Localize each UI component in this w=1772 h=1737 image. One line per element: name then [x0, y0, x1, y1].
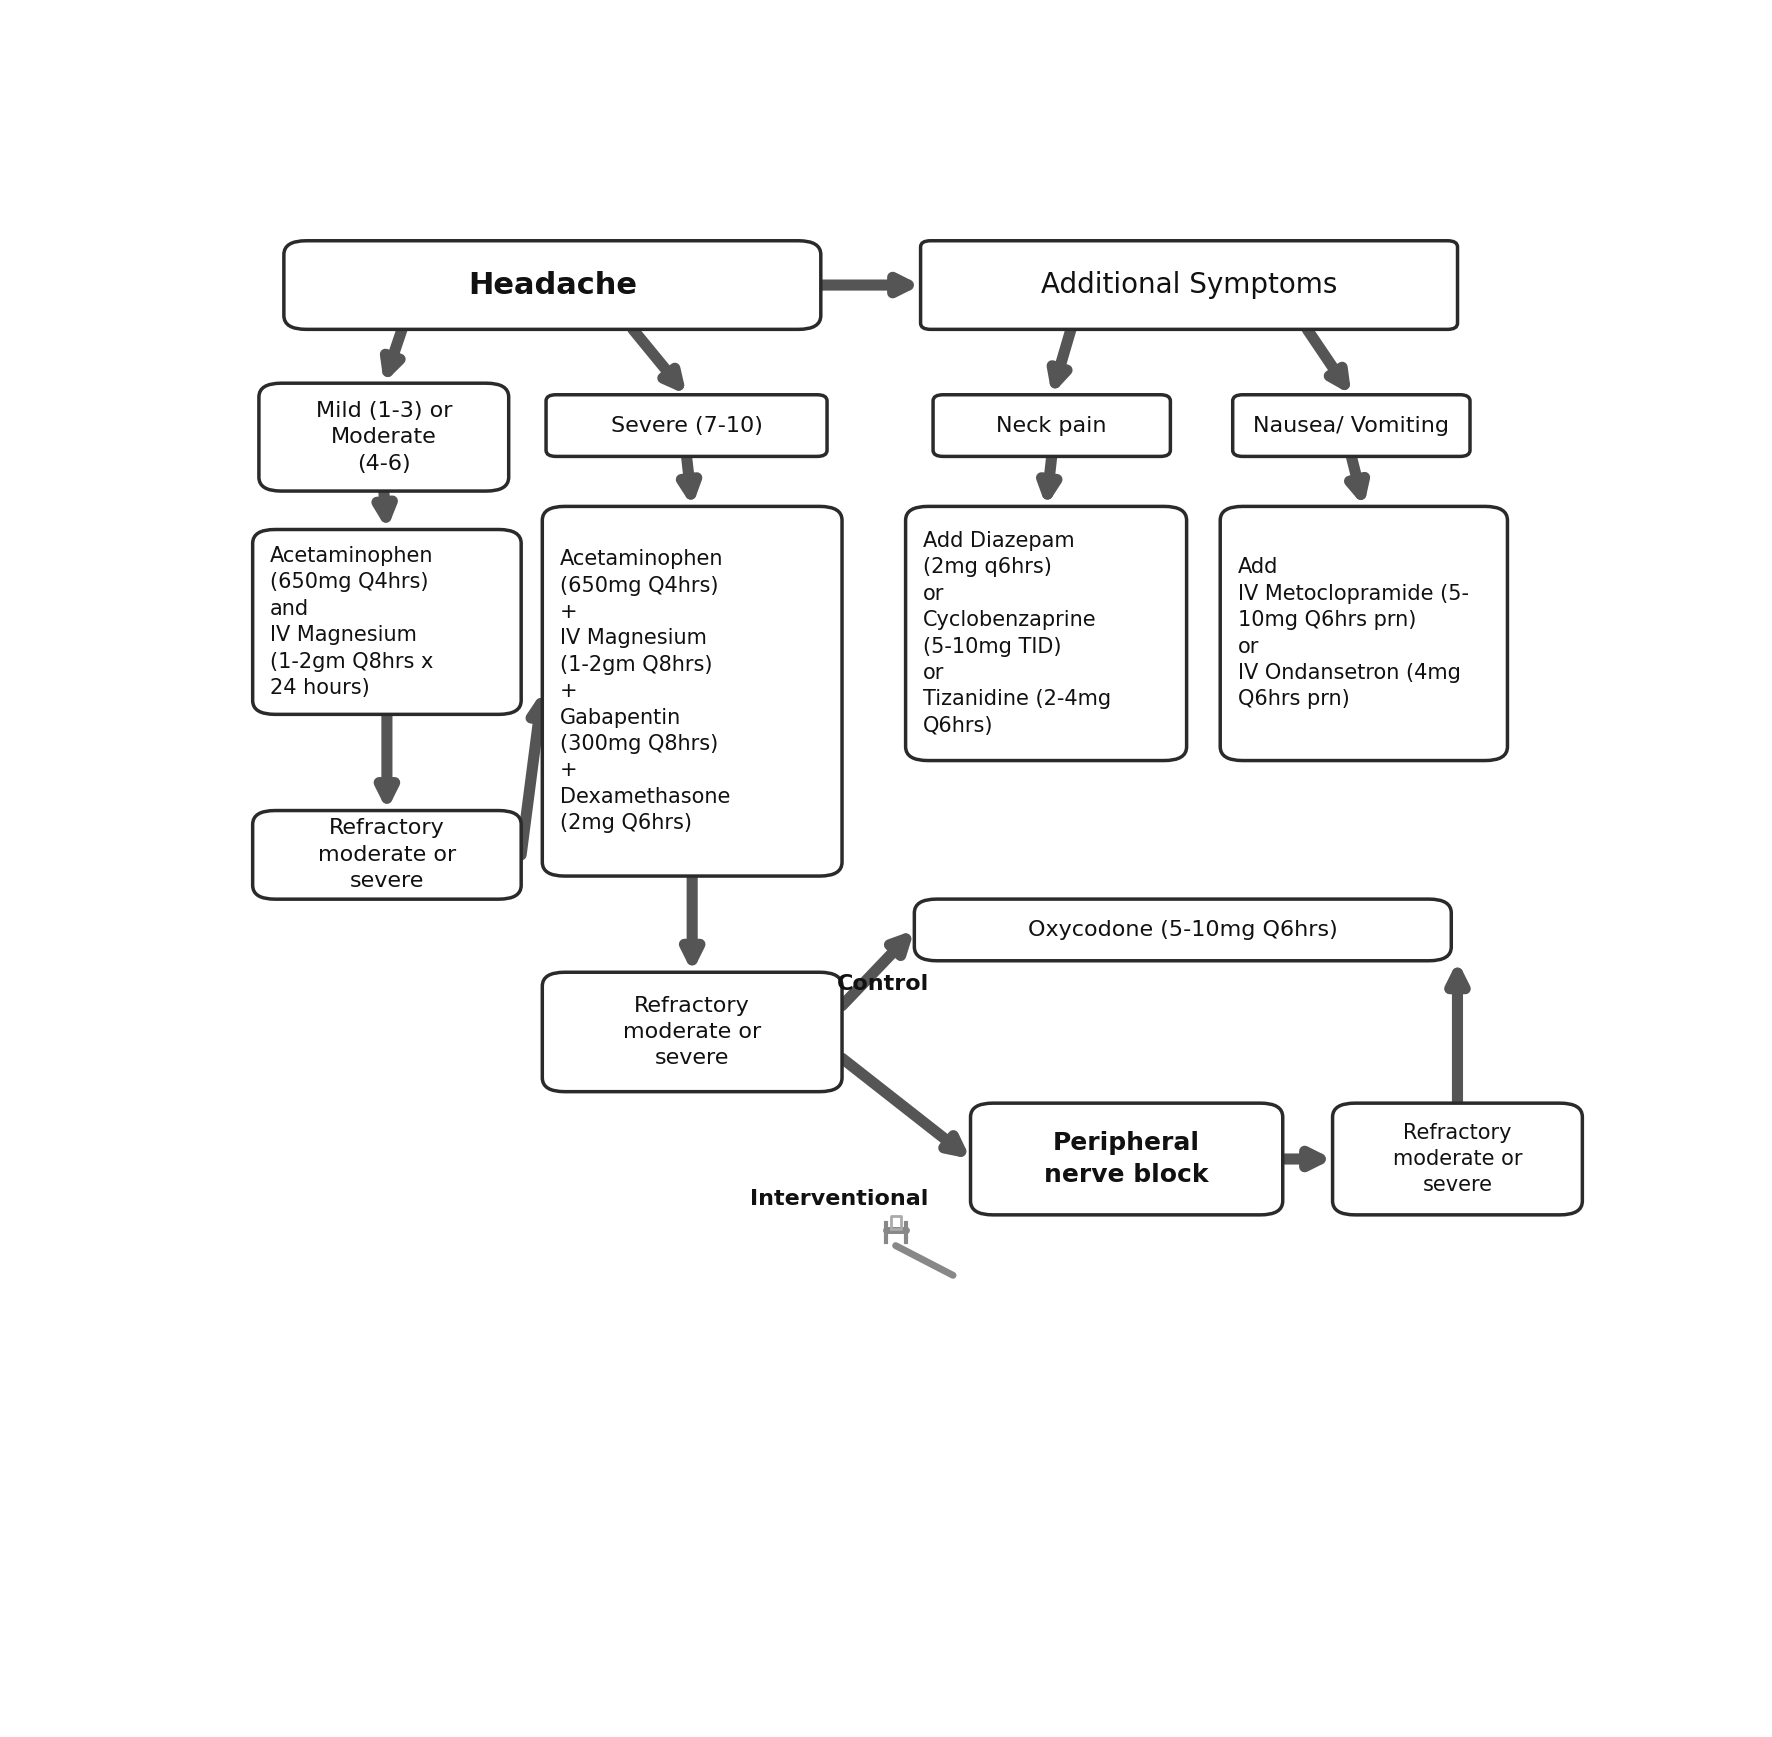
Text: Mild (1-3) or
Moderate
(4-6): Mild (1-3) or Moderate (4-6)	[315, 401, 452, 474]
Text: Peripheral
nerve block: Peripheral nerve block	[1044, 1131, 1209, 1186]
Text: Acetaminophen
(650mg Q4hrs)
and
IV Magnesium
(1-2gm Q8hrs x
24 hours): Acetaminophen (650mg Q4hrs) and IV Magne…	[269, 545, 434, 698]
FancyBboxPatch shape	[921, 241, 1458, 330]
FancyBboxPatch shape	[971, 1103, 1283, 1214]
Text: Refractory
moderate or
severe: Refractory moderate or severe	[317, 818, 455, 891]
FancyBboxPatch shape	[542, 973, 842, 1091]
Text: Acetaminophen
(650mg Q4hrs)
+
IV Magnesium
(1-2gm Q8hrs)
+
Gabapentin
(300mg Q8h: Acetaminophen (650mg Q4hrs) + IV Magnesi…	[560, 549, 730, 834]
FancyBboxPatch shape	[934, 394, 1170, 457]
Text: Add Diazepam
(2mg q6hrs)
or
Cyclobenzaprine
(5-10mg TID)
or
Tizanidine (2-4mg
Q6: Add Diazepam (2mg q6hrs) or Cyclobenzapr…	[923, 532, 1111, 736]
FancyBboxPatch shape	[542, 507, 842, 875]
FancyBboxPatch shape	[914, 900, 1451, 961]
FancyBboxPatch shape	[1233, 394, 1471, 457]
Text: Oxycodone (5-10mg Q6hrs): Oxycodone (5-10mg Q6hrs)	[1028, 921, 1338, 940]
FancyBboxPatch shape	[253, 530, 521, 714]
FancyBboxPatch shape	[284, 241, 820, 330]
Text: Headache: Headache	[468, 271, 636, 299]
Text: Additional Symptoms: Additional Symptoms	[1040, 271, 1338, 299]
FancyBboxPatch shape	[259, 384, 509, 492]
FancyBboxPatch shape	[546, 394, 828, 457]
FancyBboxPatch shape	[1333, 1103, 1582, 1214]
Text: Refractory
moderate or
severe: Refractory moderate or severe	[1393, 1122, 1522, 1195]
Text: Neck pain: Neck pain	[996, 415, 1108, 436]
Text: Interventional: Interventional	[750, 1190, 929, 1209]
FancyBboxPatch shape	[1221, 507, 1508, 761]
Text: Add
IV Metoclopramide (5-
10mg Q6hrs prn)
or
IV Ondansetron (4mg
Q6hrs prn): Add IV Metoclopramide (5- 10mg Q6hrs prn…	[1237, 558, 1469, 709]
FancyBboxPatch shape	[253, 811, 521, 900]
FancyBboxPatch shape	[905, 507, 1187, 761]
Text: Control: Control	[836, 974, 929, 994]
Text: Severe (7-10): Severe (7-10)	[611, 415, 762, 436]
Text: Nausea/ Vomiting: Nausea/ Vomiting	[1253, 415, 1449, 436]
Text: Refractory
moderate or
severe: Refractory moderate or severe	[624, 995, 762, 1068]
